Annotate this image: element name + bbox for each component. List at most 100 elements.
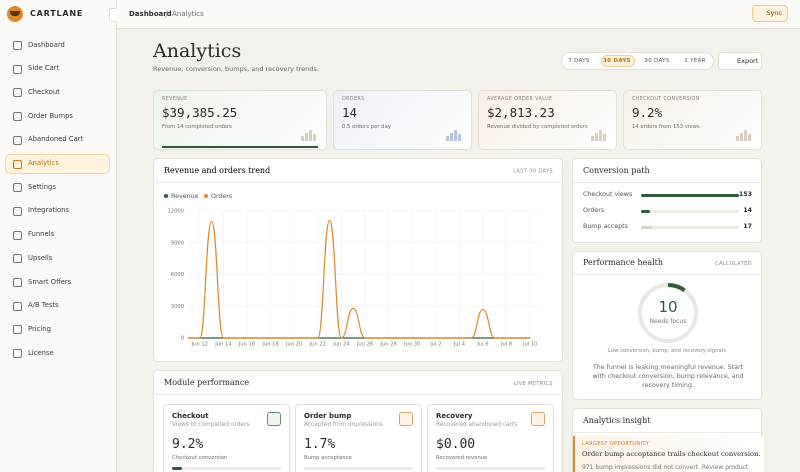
brand: CARTLANE bbox=[30, 9, 84, 18]
nav-item[interactable]: Order Bumps bbox=[28, 111, 73, 120]
nav-item[interactable]: License bbox=[28, 348, 54, 357]
divider bbox=[572, 182, 762, 183]
modules-badge: LIVE METRICS bbox=[513, 381, 553, 387]
modules-title: Module performance bbox=[164, 378, 250, 387]
kpi-value: $2,813.23 bbox=[487, 105, 555, 120]
nav-item[interactable]: Pricing bbox=[28, 324, 51, 333]
nav-icon bbox=[13, 88, 22, 98]
conversion-card bbox=[572, 158, 762, 243]
conversion-label: Checkout views bbox=[583, 191, 633, 198]
x-tick-label: Jun 26 bbox=[356, 342, 373, 348]
nav-item[interactable]: Abandoned Cart bbox=[28, 135, 84, 144]
range-button[interactable]: 7 DAYS bbox=[568, 57, 590, 64]
conversion-title: Conversion path bbox=[583, 166, 650, 175]
sidebar bbox=[0, 0, 117, 472]
nav-active bbox=[5, 153, 110, 174]
module-desc: Recovered abandoned carts bbox=[436, 422, 518, 428]
kpi-icon bbox=[305, 133, 308, 141]
module-desc: Accepted from impressions bbox=[304, 422, 383, 428]
health-status: Needs focus bbox=[649, 318, 687, 325]
kpi-icon bbox=[450, 133, 453, 141]
kpi-icon bbox=[446, 136, 449, 141]
x-tick-label: Jun 28 bbox=[379, 342, 396, 348]
series-line bbox=[187, 219, 531, 339]
y-tick-label: 12000 bbox=[167, 209, 184, 215]
kpi-label: ORDERS bbox=[342, 97, 365, 102]
kpi-icon bbox=[309, 130, 312, 141]
nav-item[interactable]: Smart Offers bbox=[28, 277, 72, 286]
module-note: Bump acceptance bbox=[304, 455, 352, 461]
module-note: Checkout conversion bbox=[172, 455, 228, 461]
module-value: 9.2% bbox=[172, 437, 204, 452]
insight-body: 971 bump impressions did not convert. Re… bbox=[582, 464, 749, 471]
x-tick-label: Jun 30 bbox=[403, 342, 420, 348]
page-title: Analytics bbox=[153, 40, 242, 62]
nav-item[interactable]: Settings bbox=[28, 182, 56, 191]
breadcrumb-root[interactable]: Dashboard bbox=[129, 10, 172, 18]
divider bbox=[572, 274, 762, 275]
nav-item[interactable]: Side Cart bbox=[28, 64, 60, 73]
x-tick-label: Jun 24 bbox=[332, 342, 350, 348]
x-tick-label: Jun 12 bbox=[191, 342, 208, 348]
module-value: $0.00 bbox=[436, 437, 476, 452]
insight-highlight bbox=[573, 436, 764, 472]
conversion-bar bbox=[641, 193, 739, 197]
kpi-icon bbox=[591, 136, 594, 141]
sync-button[interactable]: Sync bbox=[752, 5, 788, 22]
page-subtitle: Revenue, conversion, bumps, and recovery… bbox=[153, 65, 319, 73]
export-button[interactable]: Export bbox=[718, 52, 762, 70]
x-tick-label: Jul 4 bbox=[453, 342, 466, 348]
conversion-value: 153 bbox=[738, 191, 752, 198]
nav-item[interactable]: Dashboard bbox=[28, 40, 65, 49]
x-tick-label: Jul 6 bbox=[476, 342, 488, 348]
nav-item[interactable]: Funnels bbox=[28, 230, 55, 239]
y-tick-label: 0 bbox=[181, 336, 184, 342]
breadcrumb-separator bbox=[165, 9, 169, 19]
breadcrumb-current: Analytics bbox=[172, 10, 204, 18]
module-track bbox=[172, 467, 281, 470]
insight-tag: LARGEST OPPORTUNITY bbox=[582, 441, 650, 447]
x-tick-label: Jun 22 bbox=[309, 342, 326, 348]
kpi-icon bbox=[736, 136, 739, 141]
topbar bbox=[117, 0, 800, 29]
nav-item[interactable]: Checkout bbox=[28, 87, 60, 96]
kpi-note: From 14 completed orders bbox=[162, 124, 232, 130]
kpi-accent bbox=[162, 146, 318, 148]
kpi-icon bbox=[748, 134, 751, 141]
module-desc: Views to completed orders bbox=[172, 422, 250, 428]
range-button[interactable]: 1 YEAR bbox=[684, 57, 706, 64]
y-tick-label: 6000 bbox=[171, 272, 184, 278]
nav-item[interactable]: Upsells bbox=[28, 253, 53, 262]
x-tick-label: Jul 2 bbox=[429, 342, 441, 348]
kpi-label: AVERAGE ORDER VALUE bbox=[487, 97, 553, 102]
x-tick-label: Jun 20 bbox=[285, 342, 302, 348]
gauge bbox=[638, 283, 698, 343]
nav-item[interactable]: Integrations bbox=[28, 206, 69, 215]
legend-label: Revenue bbox=[171, 193, 199, 200]
chart-badge: LAST 30 DAYS bbox=[513, 169, 553, 175]
kpi-note: 0.5 orders per day bbox=[342, 124, 391, 130]
kpi-label: CHECKOUT CONVERSION bbox=[632, 97, 700, 102]
range-button[interactable]: 90 DAYS bbox=[644, 57, 670, 64]
range-button[interactable]: 30 DAYS bbox=[603, 57, 631, 64]
range-active bbox=[601, 55, 635, 67]
module-icon bbox=[531, 412, 545, 426]
module-title: Recovery bbox=[436, 412, 473, 420]
conversion-track bbox=[641, 225, 739, 229]
conversion-bar bbox=[641, 209, 650, 213]
kpi-icon bbox=[603, 134, 606, 141]
conversion-value: 14 bbox=[743, 207, 752, 214]
conversion-value: 17 bbox=[743, 223, 752, 230]
y-tick-label: 3000 bbox=[171, 304, 184, 310]
nav-item[interactable]: A/B Tests bbox=[28, 301, 59, 310]
chart-title: Revenue and orders trend bbox=[164, 166, 270, 175]
conversion-track bbox=[641, 209, 739, 213]
module-note: Recovered revenue bbox=[436, 455, 488, 461]
nav-icon bbox=[13, 159, 22, 169]
nav-icon bbox=[13, 112, 22, 122]
kpi-card bbox=[333, 90, 472, 150]
nav-item[interactable]: Analytics bbox=[28, 159, 59, 167]
x-tick-label: Jun 14 bbox=[214, 342, 232, 348]
nav-icon bbox=[13, 278, 22, 287]
